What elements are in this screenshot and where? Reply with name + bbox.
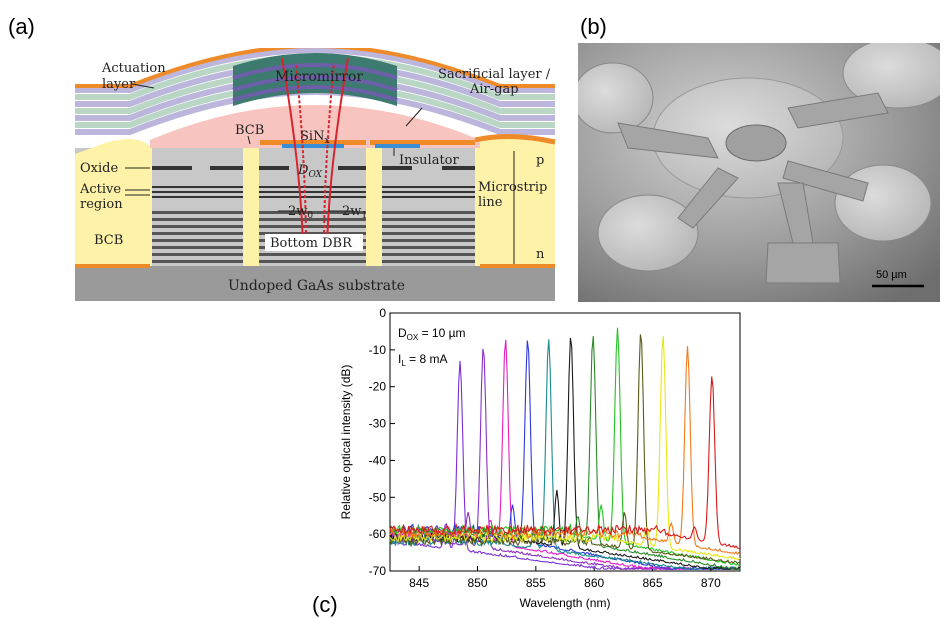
y-tick-label: -10	[369, 343, 387, 357]
label-active-1: Active	[79, 182, 121, 197]
sem-cross-arms	[617, 92, 889, 284]
label-n: n	[536, 247, 545, 262]
spectrum-series-line	[389, 376, 741, 550]
bottom-contact-left	[75, 264, 150, 268]
y-tick-label: -40	[369, 453, 387, 467]
panel-label-c: (c)	[312, 592, 338, 617]
air-gap	[150, 105, 480, 148]
y-axis-ticks: 0 -10 -20 -30 -40 -50 -60 -70	[369, 306, 395, 578]
contact-right-inner	[370, 140, 475, 145]
substrate-layer	[75, 266, 555, 301]
x-tick-label: 870	[701, 576, 721, 590]
label-dox: DOX	[297, 163, 323, 180]
bottom-contact-right	[480, 264, 555, 268]
spectrum-series-line	[389, 336, 741, 561]
y-tick-label: -30	[369, 417, 387, 431]
spectrum-series-line	[389, 336, 741, 570]
bcb-pillar-right	[366, 140, 382, 266]
plot-border	[389, 312, 741, 572]
active-region	[152, 186, 475, 198]
x-tick-label: 845	[409, 576, 429, 590]
sem-pad-top-left	[578, 62, 654, 134]
bcb-right	[475, 136, 555, 266]
label-micromirror: Micromirror	[275, 69, 363, 85]
label-microstrip-2: line	[478, 195, 503, 210]
sem-pad-top-right	[842, 43, 940, 109]
sem-center-disc	[725, 124, 787, 162]
scale-bar-label: 50 µm	[876, 269, 907, 281]
label-p: p	[536, 153, 544, 168]
label-sacrificial-1: Sacrificial layer /	[438, 67, 551, 82]
top-contact	[260, 140, 366, 145]
spectra-chart: 0 -10 -20 -30 -40 -50 -60 -70 845 850 855 860 865 87…	[339, 306, 741, 610]
y-tick-label: -70	[369, 564, 387, 578]
panel-label-b: (b)	[580, 14, 607, 39]
x-axis-label: Wavelength (nm)	[520, 596, 611, 610]
panel-label-a: (a)	[8, 14, 35, 39]
vcsel-schematic: Actuation layer Micromirror Sacrificial …	[75, 48, 556, 301]
spectrum-series-line	[389, 337, 741, 570]
x-tick-label: 850	[467, 576, 487, 590]
y-tick-label: -20	[369, 380, 387, 394]
y-tick-label: -60	[369, 527, 387, 541]
label-active-2: region	[80, 197, 123, 212]
bottom-dbr-label-bg	[265, 234, 363, 251]
y-tick-label: 0	[379, 306, 386, 320]
label-sacrificial-2: Air-gap	[469, 82, 519, 97]
y-tick-label: -50	[369, 490, 387, 504]
spectrum-series-line	[389, 346, 741, 556]
label-bcb-left: BCB	[94, 233, 123, 248]
x-tick-label: 855	[526, 576, 546, 590]
y-axis-label: Relative optical intensity (dB)	[339, 365, 353, 520]
label-bcb-top: BCB	[235, 123, 264, 138]
micromirror	[232, 53, 398, 106]
oxide-layer	[152, 166, 475, 170]
annotation-il: IL = 8 mA	[398, 352, 447, 368]
bcb-left	[75, 139, 152, 266]
label-actuation-1: Actuation	[101, 61, 166, 76]
annotation-arrows	[125, 83, 515, 264]
label-oxide: Oxide	[80, 161, 118, 176]
sem-pad-bottom-right	[834, 164, 932, 242]
series-layer	[389, 327, 741, 571]
x-tick-label: 865	[642, 576, 662, 590]
label-actuation-2: layer	[102, 77, 136, 92]
actuation-layer	[75, 48, 555, 88]
label-bottom-dbr: Bottom DBR	[270, 236, 353, 251]
plot-frame	[389, 312, 741, 572]
x-tick-label: 860	[584, 576, 604, 590]
label-substrate: Undoped GaAs substrate	[228, 278, 405, 294]
spectrum-series-line	[389, 334, 741, 564]
sem-image: 50 µm	[578, 43, 940, 302]
sem-pad-bottom-left	[597, 194, 699, 272]
label-sinx: SiNx	[300, 129, 330, 146]
insulator-layer	[375, 144, 420, 148]
bcb-pillar-left	[243, 140, 259, 266]
label-microstrip-1: Microstrip	[478, 180, 547, 195]
contact-right	[474, 133, 556, 145]
annotation-dox: DOX = 10 µm	[398, 326, 466, 342]
label-insulator: Insulator	[399, 153, 460, 168]
optical-mode	[281, 57, 349, 249]
sinx-layer	[282, 144, 344, 148]
